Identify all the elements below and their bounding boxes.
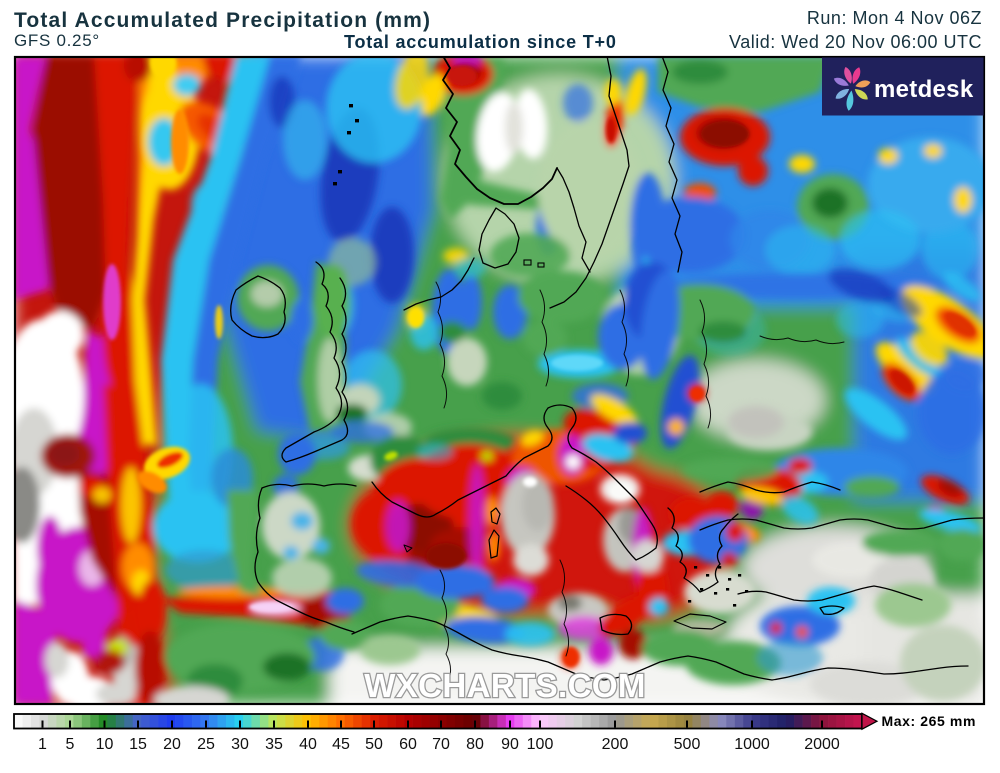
- svg-text:200: 200: [602, 736, 629, 753]
- svg-text:WXCHARTS.COM: WXCHARTS.COM: [364, 667, 646, 704]
- svg-text:40: 40: [299, 736, 317, 753]
- svg-text:30: 30: [231, 736, 249, 753]
- svg-text:20: 20: [163, 736, 181, 753]
- svg-text:10: 10: [96, 736, 114, 753]
- svg-text:2000: 2000: [804, 736, 840, 753]
- svg-text:1: 1: [38, 736, 47, 753]
- svg-text:15: 15: [129, 736, 147, 753]
- svg-text:70: 70: [432, 736, 450, 753]
- svg-text:90: 90: [501, 736, 519, 753]
- svg-text:50: 50: [365, 736, 383, 753]
- svg-text:100: 100: [527, 736, 554, 753]
- svg-text:1000: 1000: [734, 736, 770, 753]
- svg-text:metdesk: metdesk: [874, 76, 974, 103]
- svg-text:60: 60: [399, 736, 417, 753]
- svg-text:500: 500: [674, 736, 701, 753]
- svg-text:35: 35: [265, 736, 283, 753]
- svg-text:80: 80: [466, 736, 484, 753]
- svg-text:45: 45: [332, 736, 350, 753]
- svg-text:Max: 265 mm: Max: 265 mm: [881, 713, 976, 729]
- svg-text:25: 25: [197, 736, 215, 753]
- svg-text:5: 5: [66, 736, 75, 753]
